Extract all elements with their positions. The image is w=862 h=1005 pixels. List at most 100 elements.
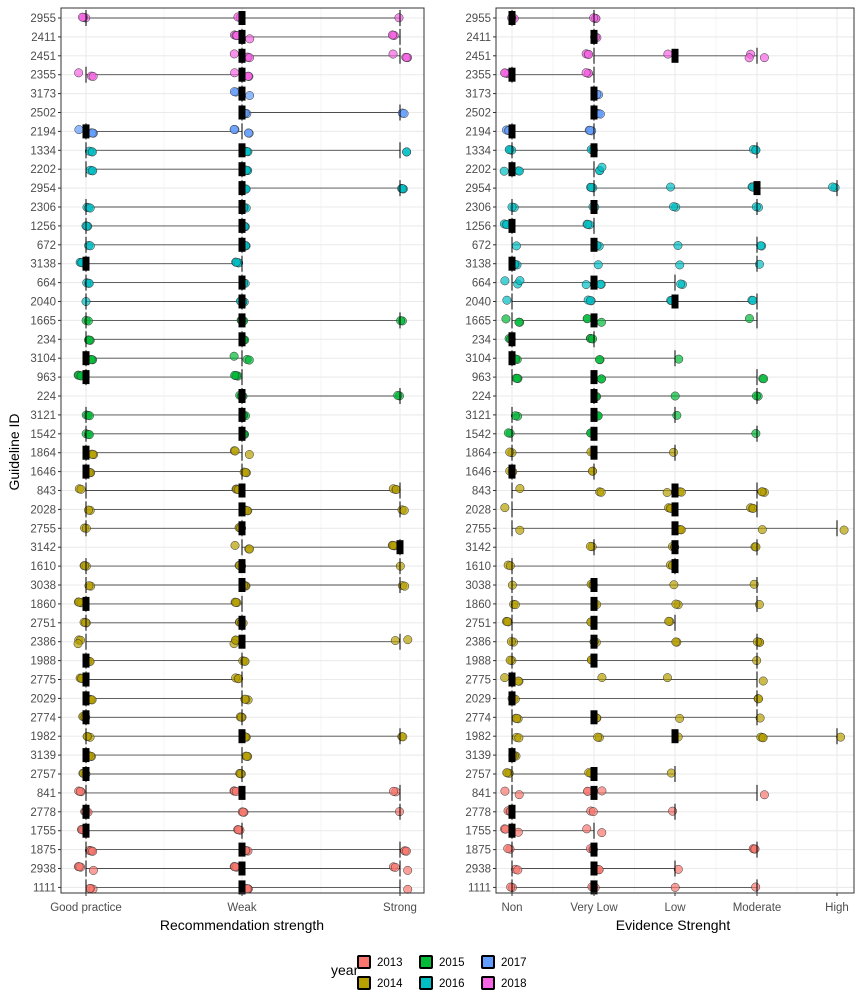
recommendation-point: [84, 581, 94, 591]
evidence-median-marker: [590, 237, 598, 252]
recommendation-y-tick-label: 1982: [30, 731, 56, 743]
recommendation-point: [402, 53, 412, 62]
evidence-point: [585, 125, 595, 135]
recommendation-point: [244, 450, 254, 459]
recommendation-point: [88, 128, 98, 138]
recommendation-point: [74, 597, 84, 607]
recommendation-y-tick-label: 2451: [30, 51, 56, 63]
evidence-point: [672, 410, 682, 420]
recommendation-point: [84, 430, 94, 440]
recommendation-y-tick-label: 2029: [30, 693, 56, 705]
evidence-median-marker: [590, 861, 598, 876]
recommendation-point: [394, 13, 404, 23]
recommendation-point: [231, 597, 241, 607]
evidence-point: [514, 166, 524, 176]
recommendation-y-tick-label: 3142: [30, 542, 56, 554]
recommendation-point: [84, 278, 94, 288]
evidence-point: [585, 296, 595, 306]
recommendation-point: [231, 635, 241, 645]
evidence-point: [675, 260, 685, 270]
recommendation-point: [229, 351, 239, 361]
recommendation-point: [398, 732, 408, 742]
evidence-point: [759, 790, 769, 800]
evidence-point: [506, 637, 516, 647]
evidence-median-marker: [671, 521, 679, 536]
evidence-point: [505, 447, 515, 457]
recommendation-median-marker: [238, 67, 246, 82]
evidence-point: [597, 317, 606, 327]
recommendation-y-tick-label: 3104: [30, 353, 56, 365]
evidence-y-tick-label: 1982: [465, 731, 491, 743]
recommendation-median-marker: [82, 804, 90, 819]
recommendation-median-marker: [238, 634, 246, 649]
recommendation-y-tick-label: 234: [37, 334, 57, 346]
evidence-point: [597, 673, 607, 682]
recommendation-median-marker: [238, 880, 246, 895]
evidence-point: [754, 600, 764, 609]
recommendation-median-marker: [238, 143, 246, 158]
evidence-y-tick-label: 2040: [465, 297, 491, 309]
evidence-point: [595, 355, 604, 365]
evidence-point: [669, 580, 679, 590]
evidence-median-marker: [590, 86, 598, 101]
evidence-y-tick-label: 1860: [465, 599, 491, 611]
recommendation-y-tick-label: 2202: [30, 164, 56, 176]
recommendation-point: [230, 370, 240, 380]
evidence-median-marker: [590, 842, 598, 857]
evidence-median-marker: [590, 578, 598, 592]
recommendation-y-tick-label: 2774: [30, 712, 56, 724]
recommendation-y-tick-label: 2755: [30, 523, 56, 535]
recommendation-point: [388, 30, 397, 40]
evidence-point: [671, 599, 681, 609]
evidence-y-tick-label: 1610: [465, 561, 491, 573]
recommendation-y-tick-label: 2954: [30, 183, 56, 195]
recommendation-y-tick-label: 2355: [30, 70, 56, 82]
evidence-median-marker: [508, 748, 516, 763]
recommendation-point: [88, 865, 98, 875]
recommendation-median-marker: [82, 464, 90, 479]
evidence-median-marker: [590, 426, 598, 441]
recommendation-point: [233, 825, 243, 835]
evidence-point: [585, 541, 595, 551]
legend-key-swatch: [419, 976, 433, 990]
recommendation-median-marker: [238, 181, 246, 196]
recommendation-point: [230, 862, 240, 872]
recommendation-point: [230, 540, 240, 550]
recommendation-median-marker: [238, 785, 246, 800]
recommendation-point: [83, 316, 93, 326]
recommendation-point: [84, 335, 94, 345]
evidence-y-tick-label: 672: [472, 240, 491, 252]
recommendation-point: [393, 390, 403, 400]
recommendation-point: [230, 446, 240, 456]
evidence-point: [751, 882, 761, 892]
evidence-point: [515, 276, 525, 286]
legend-key-label: 2018: [501, 978, 527, 990]
evidence-median-marker: [590, 407, 598, 422]
evidence-point: [751, 391, 761, 401]
evidence-median-marker: [671, 540, 679, 555]
evidence-point: [505, 561, 515, 571]
evidence-point: [588, 466, 597, 476]
evidence-point: [502, 295, 512, 305]
recommendation-median-marker: [82, 256, 90, 271]
legend-title: year: [331, 962, 359, 978]
evidence-point: [759, 53, 769, 63]
recommendation-point: [234, 674, 244, 684]
evidence-y-tick-label: 3142: [465, 542, 491, 554]
recommendation-y-tick-label: 2386: [30, 637, 56, 649]
recommendation-point: [74, 68, 84, 78]
recommendation-y-tick-label: 2040: [30, 297, 56, 309]
recommendation-median-marker: [238, 729, 246, 744]
recommendation-median-marker: [82, 653, 90, 668]
evidence-panel: 2955 2411 2451 2355 3173 2502 2194 1334 2202 2954…: [465, 7, 855, 914]
evidence-y-tick-label: 1256: [465, 221, 491, 233]
recommendation-median-marker: [82, 823, 90, 838]
evidence-point: [757, 487, 767, 497]
recommendation-point: [399, 109, 409, 118]
evidence-y-tick-label: 2355: [465, 70, 491, 82]
evidence-x-tick-label: Low: [664, 902, 686, 914]
legend-key-label: 2014: [377, 978, 403, 990]
recommendation-median-marker: [238, 237, 246, 252]
evidence-median-marker: [508, 823, 516, 838]
